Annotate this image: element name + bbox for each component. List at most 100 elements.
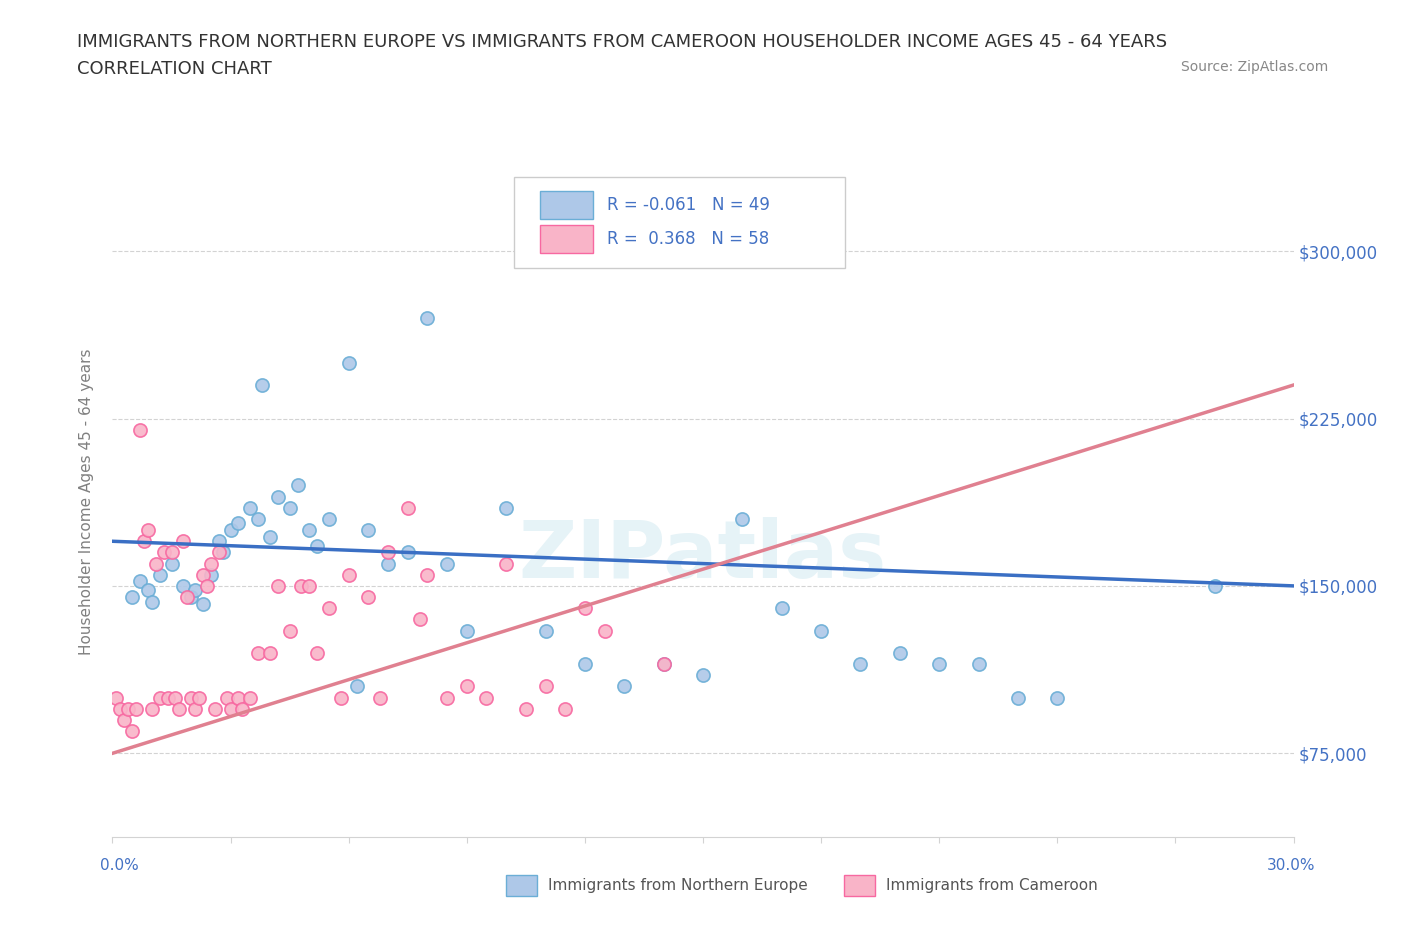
Point: [1007, 690, 1029, 705]
Point: [184, 583, 207, 598]
Point: [318, 512, 340, 526]
Point: [208, 534, 231, 549]
Point: [408, 612, 430, 627]
Point: [810, 623, 832, 638]
Point: [515, 701, 537, 716]
Point: [152, 545, 174, 560]
Point: [267, 578, 290, 593]
Point: [211, 545, 233, 560]
Point: [259, 645, 281, 660]
Point: [169, 701, 191, 716]
Point: [770, 601, 793, 616]
Point: [337, 355, 360, 370]
Point: [456, 679, 478, 694]
Point: [129, 574, 152, 589]
Point: [357, 523, 380, 538]
Point: [200, 556, 222, 571]
Point: [1204, 578, 1226, 593]
Point: [278, 500, 301, 515]
Point: [180, 590, 202, 604]
Point: [593, 623, 616, 638]
Point: [396, 545, 419, 560]
Text: R = -0.061   N = 49: R = -0.061 N = 49: [607, 195, 770, 214]
Point: [125, 701, 148, 716]
Point: [731, 512, 754, 526]
Point: [247, 512, 270, 526]
Point: [318, 601, 340, 616]
Point: [176, 590, 198, 604]
Point: [287, 478, 309, 493]
Point: [228, 690, 250, 705]
Text: CORRELATION CHART: CORRELATION CHART: [77, 60, 273, 78]
Point: [112, 712, 135, 727]
Y-axis label: Householder Income Ages 45 - 64 years: Householder Income Ages 45 - 64 years: [79, 349, 94, 656]
Point: [156, 690, 179, 705]
Text: ZIPatlas: ZIPatlas: [519, 517, 887, 595]
Point: [188, 690, 211, 705]
Point: [267, 489, 290, 504]
Point: [1046, 690, 1069, 705]
Point: [208, 545, 231, 560]
Text: 30.0%: 30.0%: [1267, 857, 1315, 872]
Point: [278, 623, 301, 638]
Point: [239, 500, 262, 515]
Point: [613, 679, 636, 694]
Point: [247, 645, 270, 660]
Point: [307, 645, 329, 660]
Point: [219, 523, 242, 538]
Point: [110, 701, 132, 716]
Point: [928, 657, 950, 671]
Point: [132, 534, 155, 549]
Point: [195, 578, 218, 593]
Point: [160, 556, 183, 571]
Point: [534, 679, 557, 694]
Point: [117, 701, 139, 716]
Point: [475, 690, 498, 705]
Point: [184, 701, 207, 716]
Point: [149, 690, 172, 705]
Point: [231, 701, 253, 716]
Point: [967, 657, 990, 671]
Point: [396, 500, 419, 515]
Point: [165, 690, 187, 705]
Point: [129, 422, 152, 437]
FancyBboxPatch shape: [515, 178, 845, 268]
Point: [436, 690, 458, 705]
Point: [228, 516, 250, 531]
Point: [250, 378, 273, 392]
FancyBboxPatch shape: [540, 191, 593, 219]
Point: [172, 578, 194, 593]
Point: [191, 596, 214, 611]
Point: [849, 657, 872, 671]
Point: [219, 701, 242, 716]
Point: [416, 567, 439, 582]
Point: [136, 583, 159, 598]
Point: [180, 690, 202, 705]
Text: Immigrants from Northern Europe: Immigrants from Northern Europe: [548, 878, 808, 893]
Point: [456, 623, 478, 638]
Point: [290, 578, 312, 593]
Point: [298, 523, 321, 538]
Text: Source: ZipAtlas.com: Source: ZipAtlas.com: [1181, 60, 1329, 74]
Point: [145, 556, 167, 571]
Text: IMMIGRANTS FROM NORTHERN EUROPE VS IMMIGRANTS FROM CAMEROON HOUSEHOLDER INCOME A: IMMIGRANTS FROM NORTHERN EUROPE VS IMMIG…: [77, 33, 1167, 50]
Point: [436, 556, 458, 571]
Point: [377, 545, 399, 560]
Point: [329, 690, 352, 705]
Point: [368, 690, 391, 705]
Text: Immigrants from Cameroon: Immigrants from Cameroon: [886, 878, 1098, 893]
Point: [307, 538, 329, 553]
Point: [495, 500, 517, 515]
Text: 0.0%: 0.0%: [100, 857, 139, 872]
Point: [121, 590, 143, 604]
Point: [160, 545, 183, 560]
Point: [136, 523, 159, 538]
Point: [215, 690, 238, 705]
FancyBboxPatch shape: [540, 225, 593, 254]
Point: [889, 645, 911, 660]
Point: [204, 701, 226, 716]
Point: [121, 724, 143, 738]
Text: R =  0.368   N = 58: R = 0.368 N = 58: [607, 231, 769, 248]
Point: [149, 567, 172, 582]
Point: [337, 567, 360, 582]
